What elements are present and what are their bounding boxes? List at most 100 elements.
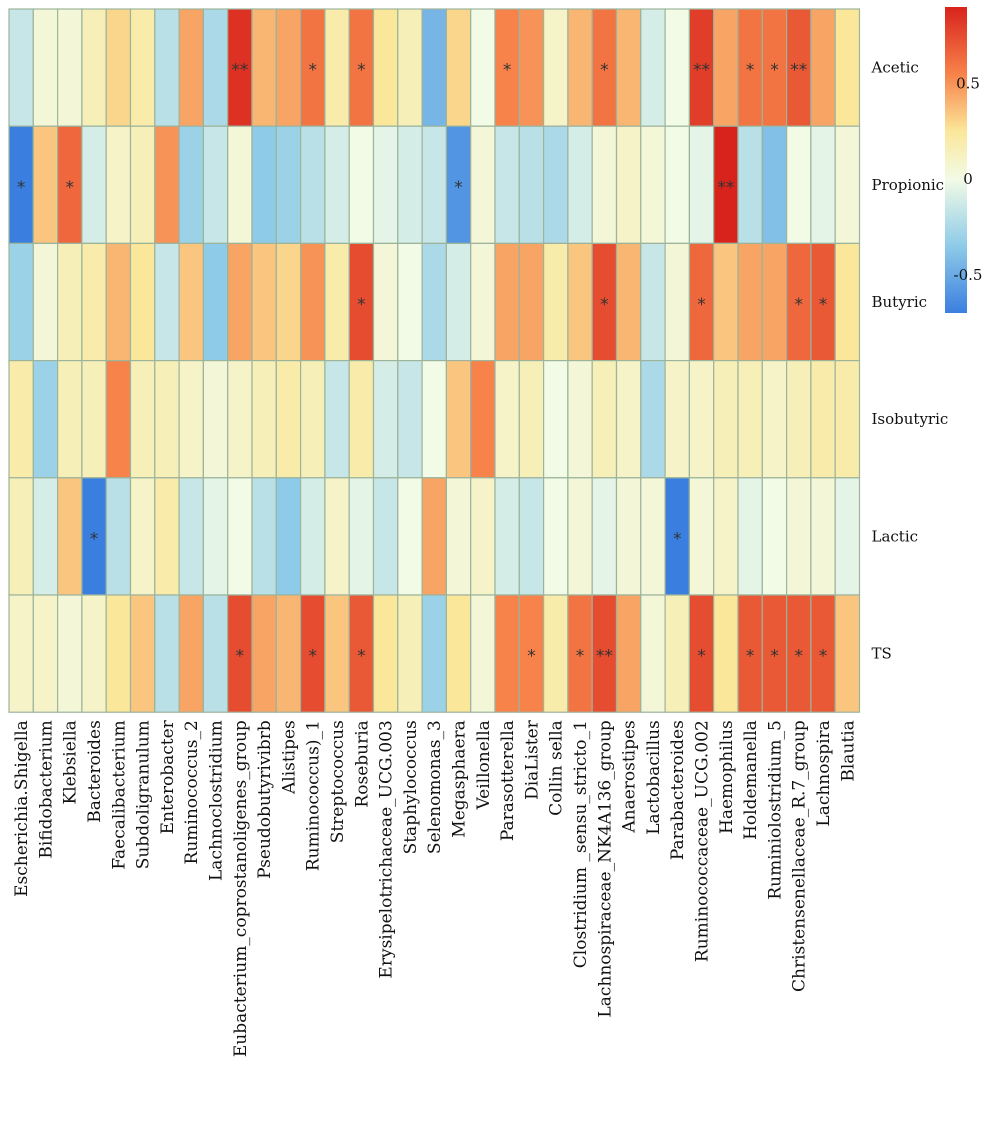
heatmap-cell <box>810 477 836 596</box>
heatmap-cell <box>32 360 59 479</box>
heatmap-cell <box>688 477 715 596</box>
column-label: Enterobacter <box>158 719 178 834</box>
heatmap-cell <box>324 125 350 244</box>
heatmap-cell <box>810 594 836 713</box>
color-legend: 0.5 0 -0.5 <box>945 7 982 313</box>
heatmap-cell <box>640 594 666 713</box>
heatmap-cell <box>640 125 666 244</box>
column-labels: Escherichia.Shigella Bifidobacterium Klebs… <box>12 719 858 1057</box>
heatmap-cell <box>591 360 618 479</box>
heatmap-cell <box>324 477 350 596</box>
heatmap-cell <box>494 125 520 244</box>
column-label: Eubacterium_coprostanoligenes_group <box>231 720 251 1057</box>
column-label: Pseudobutyrivibrb <box>255 720 275 879</box>
heatmap-cell <box>470 477 496 596</box>
heatmap-cell <box>178 594 205 713</box>
heatmap-cell <box>834 360 861 479</box>
column-label: Blautia <box>838 720 858 781</box>
heatmap-cell <box>372 477 399 596</box>
heatmap-cell <box>372 594 399 713</box>
heatmap-cell <box>737 125 763 244</box>
row-labels: Acetic Propionic Butyric Isobutyric Lactic TS <box>871 59 949 663</box>
heatmap-cells <box>8 8 861 713</box>
heatmap-cell <box>81 477 107 596</box>
heatmap-cell <box>542 360 569 479</box>
heatmap-cell <box>372 242 399 362</box>
heatmap-cell <box>348 594 375 713</box>
heatmap-cell <box>737 594 763 713</box>
heatmap-cell <box>154 477 180 596</box>
heatmap-cell <box>688 125 715 244</box>
heatmap-cell <box>591 477 618 596</box>
column-label: Ruminococcaceae_UCG.002 <box>693 720 713 962</box>
heatmap-cell <box>348 125 375 244</box>
heatmap-cell <box>834 477 861 596</box>
heatmap-cell <box>421 477 448 596</box>
row-label: Acetic <box>871 59 919 77</box>
heatmap-cell <box>324 242 350 362</box>
heatmap-cell <box>421 594 448 713</box>
heatmap-cell <box>300 360 326 479</box>
heatmap-cell <box>494 360 520 479</box>
heatmap-cell <box>227 125 253 244</box>
column-label: Anaerostipes <box>620 720 640 833</box>
heatmap-cell <box>202 594 229 713</box>
heatmap-cell <box>445 242 472 362</box>
column-label: Bifidobacterium <box>36 720 56 858</box>
significance-mark: * <box>819 295 828 315</box>
heatmap-cell <box>810 8 836 127</box>
significance-mark: * <box>746 647 755 667</box>
significance-mark: * <box>819 647 828 667</box>
heatmap-cell <box>275 360 302 479</box>
heatmap-cell <box>300 477 326 596</box>
heatmap-cell <box>834 594 861 713</box>
heatmap-cell <box>105 477 132 596</box>
column-label: Bacteroides <box>85 720 105 823</box>
heatmap-cell <box>300 594 326 713</box>
column-label: Staphylococcus <box>401 720 421 854</box>
heatmap-cell <box>640 360 666 479</box>
heatmap-cell <box>202 477 229 596</box>
heatmap-cell <box>154 8 180 127</box>
heatmap-cell <box>834 8 861 127</box>
heatmap-cell <box>445 8 472 127</box>
heatmap-cell <box>713 242 739 362</box>
heatmap-cell <box>251 242 277 362</box>
column-label: Lachnoclostridium <box>207 720 227 881</box>
heatmap-cell <box>567 8 593 127</box>
heatmap-cell <box>542 477 569 596</box>
significance-mark: ** <box>231 61 248 81</box>
significance-mark: * <box>600 61 609 81</box>
heatmap-cell <box>275 594 302 713</box>
heatmap-cell <box>761 242 788 362</box>
heatmap-cell <box>324 360 350 479</box>
heatmap-cell <box>275 477 302 596</box>
heatmap-cell <box>810 125 836 244</box>
heatmap-cell <box>713 360 739 479</box>
heatmap-cell <box>810 360 836 479</box>
heatmap-cell <box>202 242 229 362</box>
heatmap-cell <box>324 8 350 127</box>
significance-mark: * <box>454 178 463 198</box>
heatmap-cell <box>664 594 690 713</box>
heatmap-cell <box>445 594 472 713</box>
significance-mark: * <box>673 529 682 549</box>
heatmap-cell <box>785 477 812 596</box>
significance-mark: * <box>527 647 536 667</box>
heatmap-cell <box>129 242 156 362</box>
heatmap-cell <box>300 8 326 127</box>
significance-mark: * <box>357 61 366 81</box>
heatmap-cell <box>713 477 739 596</box>
heatmap-cell <box>470 125 496 244</box>
heatmap-cell <box>275 8 302 127</box>
heatmap-cell <box>834 125 861 244</box>
heatmap-cell <box>105 8 132 127</box>
heatmap-cell <box>810 242 836 362</box>
significance-marks: ** * * * * ** * * *** * * *** * * * ** ** * * * * ** * * * * * <box>17 61 827 667</box>
heatmap-cell <box>664 8 690 127</box>
significance-mark: * <box>17 178 26 198</box>
column-label: Ruminococcus)_1 <box>304 720 324 871</box>
heatmap-cell <box>664 360 690 479</box>
heatmap-cell <box>615 125 642 244</box>
